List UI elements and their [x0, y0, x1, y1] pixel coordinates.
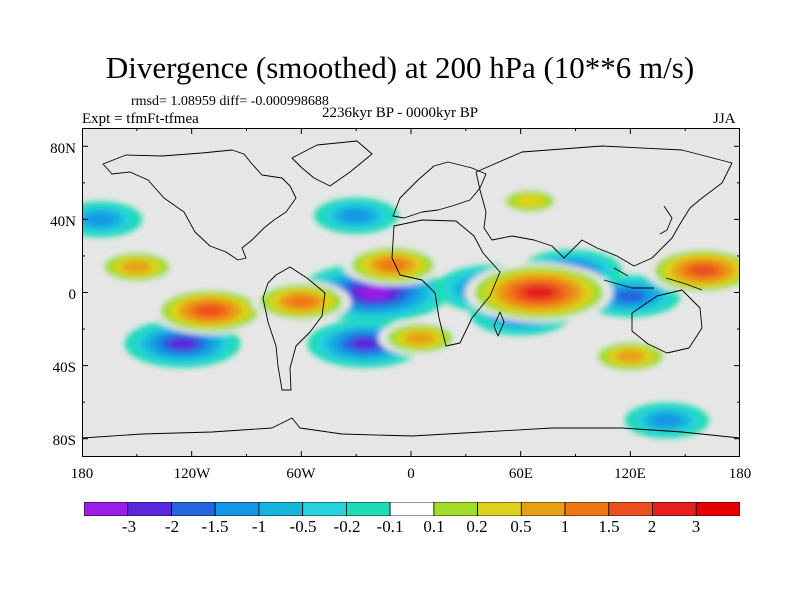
colorbar-box: [564, 502, 610, 516]
colorbar-box: [127, 502, 172, 516]
period-text: 2236kyr BP - 0000kyr BP: [322, 105, 479, 121]
coastline-antarctica: [82, 417, 740, 439]
colorbar-box: [652, 502, 697, 516]
x-tick-label: 180: [70, 466, 94, 482]
colorbar-label: -1.5: [201, 517, 229, 536]
colorbar-box: [302, 502, 347, 516]
colorbar-box: [171, 502, 216, 516]
colorbar-label: -3: [121, 517, 137, 536]
y-tick-label: 0: [68, 287, 77, 303]
y-tick-label: 80S: [52, 433, 76, 449]
x-tick-label: 180: [728, 466, 752, 482]
colorbar-label: -1: [251, 517, 267, 536]
colorbar-label: 2: [647, 517, 657, 536]
divergence-map: [82, 128, 740, 457]
anomaly-contour: [523, 286, 555, 299]
figure-title: Divergence (smoothed) at 200 hPa (10**6 …: [105, 50, 695, 85]
colorbar-label: 3: [691, 517, 701, 536]
y-tick-label: 40S: [52, 360, 76, 376]
axis-ticks: [82, 128, 740, 457]
colorbar-box: [520, 502, 566, 516]
anomaly-contour: [405, 331, 435, 345]
coastline-south-america: [262, 266, 326, 391]
experiment-label: Expt = tfmFt-tfmea: [82, 111, 199, 127]
colorbar-label: -0.1: [376, 517, 404, 536]
colorbar-box: [84, 502, 129, 516]
x-tick-label: 60E: [508, 466, 534, 482]
anomaly-contour: [122, 260, 152, 274]
coastline-europe: [392, 161, 487, 219]
anomaly-contour: [378, 259, 408, 272]
colorbar-box: [258, 502, 304, 516]
colorbar-box: [477, 502, 522, 516]
x-tick-label: 120E: [614, 466, 646, 482]
anomaly-field: [82, 186, 740, 439]
coastline-asia: [475, 145, 733, 267]
colorbar: [84, 502, 740, 516]
colorbar-box: [695, 502, 740, 516]
coastline-japan: [659, 205, 673, 235]
colorbar-box: [389, 502, 435, 516]
coastlines: [82, 140, 740, 439]
x-tick-label: 60W: [286, 466, 316, 482]
colorbar-label: -2: [164, 517, 180, 536]
colorbar-label: 1: [560, 517, 570, 536]
coastline-madagascar: [493, 311, 505, 337]
colorbar-label: 0.1: [423, 517, 445, 536]
colorbar-label: -0.2: [333, 517, 361, 536]
coastline-australia: [631, 289, 703, 354]
colorbar-box: [433, 502, 478, 516]
x-tick-label: 120W: [173, 466, 211, 482]
y-tick-label: 80N: [50, 141, 76, 157]
anomaly-contour: [287, 295, 316, 308]
coastline-greenland: [291, 140, 373, 187]
x-tick-label: 0: [407, 466, 415, 482]
coastline-africa: [391, 219, 501, 347]
colorbar-label: 0.2: [466, 517, 488, 536]
anomaly-contour: [168, 337, 197, 350]
anomaly-contour: [358, 286, 391, 299]
anomaly-contour: [514, 194, 545, 208]
anomaly-contour: [85, 213, 115, 226]
colorbar-label: 1.5: [598, 517, 620, 536]
anomaly-contour: [195, 304, 225, 317]
anomaly-contour: [615, 350, 645, 363]
season-label: JJA: [713, 111, 736, 127]
colorbar-box: [608, 502, 653, 516]
colorbar-box: [214, 502, 260, 516]
anomaly-contour: [689, 264, 718, 277]
stats-text: rmsd= 1.08959 diff= -0.000998688: [131, 94, 329, 109]
y-tick-label: 40N: [50, 214, 76, 230]
anomaly-contour: [652, 414, 682, 427]
colorbar-label: 0.5: [510, 517, 532, 536]
coastline-maritime-continent: [603, 267, 703, 291]
colorbar-box: [345, 502, 391, 516]
anomaly-contour: [341, 209, 371, 223]
coastline-north-america: [102, 149, 297, 261]
anomaly-contour: [616, 290, 645, 303]
colorbar-label: -0.5: [289, 517, 317, 536]
anomaly-contour: [351, 337, 380, 350]
